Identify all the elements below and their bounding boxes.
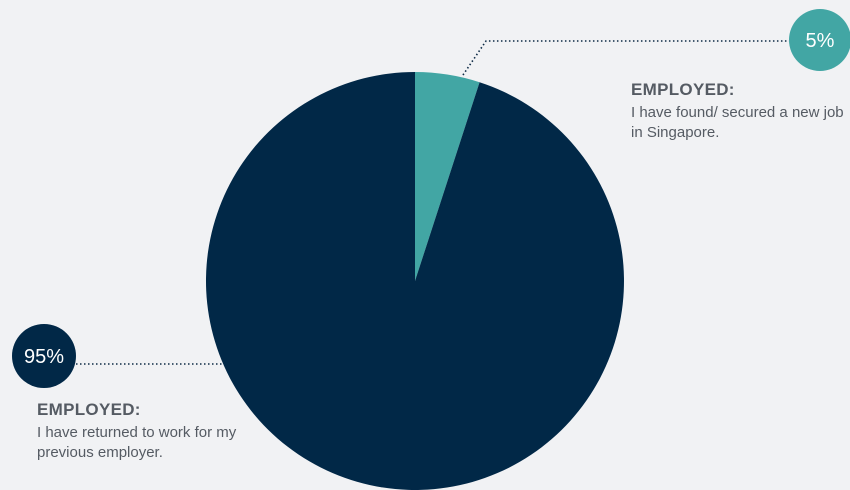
badge-value: 5% — [806, 30, 835, 52]
pie-slice-returned-previous-employer — [205, 72, 624, 490]
slice-category: EMPLOYED: — [631, 80, 735, 99]
slice-description: I have returned to work for my previous … — [37, 424, 237, 461]
slice-category: EMPLOYED: — [37, 400, 141, 419]
badge-circle — [789, 9, 850, 71]
leader-line-found-new-job — [462, 40, 789, 76]
pie-slice-found-new-job — [415, 72, 480, 281]
slice-description: I have found/ secured a new job in Singa… — [631, 104, 844, 141]
slice-label-returned-previous-employer: EMPLOYED: I have returned to work for my… — [37, 400, 237, 463]
badge-value: 95% — [24, 346, 64, 368]
badge-circle — [12, 324, 76, 388]
percent-badge-found-new-job: 5% — [789, 9, 850, 71]
percent-badge-returned-previous-employer: 95% — [12, 324, 76, 388]
slice-label-found-new-job: EMPLOYED: I have found/ secured a new jo… — [631, 80, 850, 143]
